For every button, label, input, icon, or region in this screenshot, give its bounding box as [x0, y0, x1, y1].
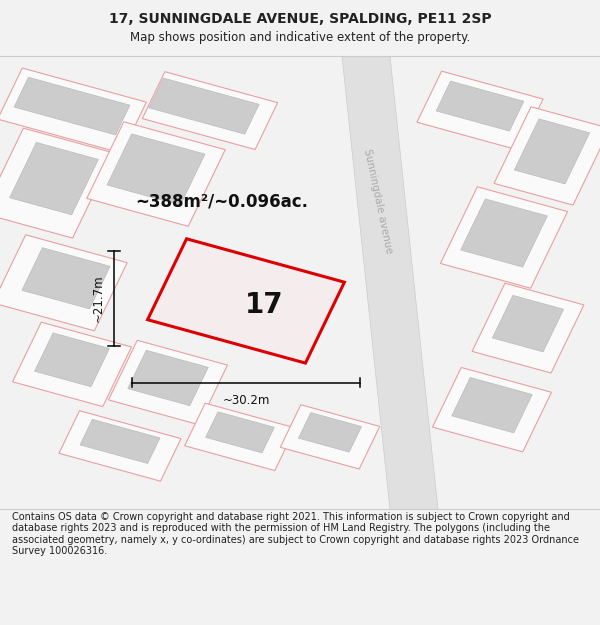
Text: ~21.7m: ~21.7m: [92, 275, 105, 322]
Text: Sunningdale avenue: Sunningdale avenue: [362, 148, 394, 254]
Polygon shape: [461, 199, 547, 267]
Polygon shape: [107, 134, 205, 205]
Polygon shape: [472, 283, 584, 373]
Polygon shape: [10, 142, 98, 215]
Text: Contains OS data © Crown copyright and database right 2021. This information is : Contains OS data © Crown copyright and d…: [12, 512, 579, 556]
Polygon shape: [280, 405, 380, 469]
Polygon shape: [59, 411, 181, 481]
Text: 17: 17: [245, 291, 283, 319]
Polygon shape: [35, 333, 109, 387]
Polygon shape: [13, 322, 131, 407]
Polygon shape: [342, 56, 438, 509]
Polygon shape: [149, 78, 259, 134]
Polygon shape: [0, 68, 146, 153]
Polygon shape: [440, 187, 568, 288]
Polygon shape: [514, 119, 590, 184]
Polygon shape: [128, 350, 208, 406]
Polygon shape: [493, 296, 563, 352]
Polygon shape: [109, 340, 227, 425]
Polygon shape: [148, 239, 344, 363]
Polygon shape: [142, 72, 278, 149]
Polygon shape: [298, 412, 362, 452]
Polygon shape: [452, 378, 532, 433]
Polygon shape: [22, 248, 110, 309]
Polygon shape: [87, 122, 225, 226]
Polygon shape: [417, 71, 543, 150]
Polygon shape: [185, 403, 295, 471]
Text: Map shows position and indicative extent of the property.: Map shows position and indicative extent…: [130, 31, 470, 44]
Text: ~388m²/~0.096ac.: ~388m²/~0.096ac.: [136, 192, 308, 210]
Polygon shape: [433, 368, 551, 452]
Polygon shape: [494, 107, 600, 205]
Polygon shape: [436, 81, 524, 131]
Text: 17, SUNNINGDALE AVENUE, SPALDING, PE11 2SP: 17, SUNNINGDALE AVENUE, SPALDING, PE11 2…: [109, 12, 491, 26]
Polygon shape: [194, 259, 310, 334]
Text: ~30.2m: ~30.2m: [223, 394, 269, 407]
Polygon shape: [14, 78, 130, 135]
Polygon shape: [0, 128, 113, 238]
Polygon shape: [206, 412, 274, 453]
Polygon shape: [0, 235, 127, 331]
Polygon shape: [80, 419, 160, 464]
